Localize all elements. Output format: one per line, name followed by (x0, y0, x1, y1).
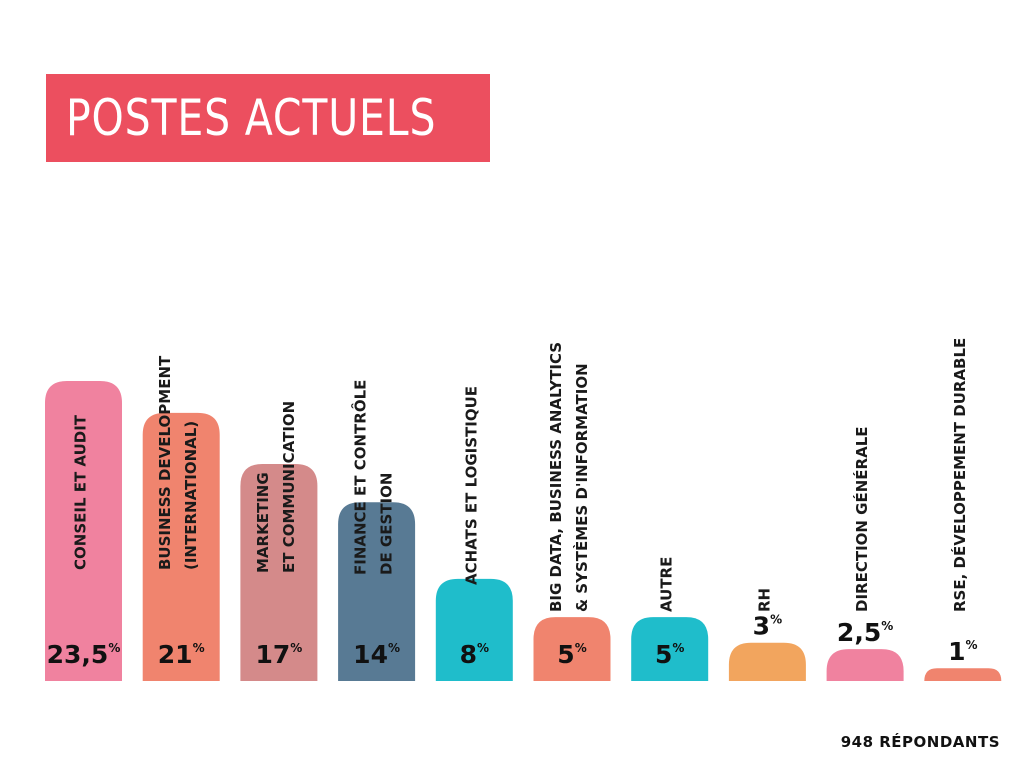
category-label: AUTRE (658, 557, 676, 612)
category-label: DIRECTION GÉNÉRALE (852, 426, 871, 612)
category-label: ACHATS ET LOGISTIQUE (462, 386, 480, 585)
category-label: ET COMMUNICATION (280, 401, 298, 573)
value-label: 2,5% (837, 618, 893, 647)
category-label: MARKETING (254, 472, 272, 573)
category-label: DE GESTION (378, 473, 396, 575)
value-label: 23,5% (47, 640, 121, 669)
category-label: (INTERNATIONAL) (182, 421, 200, 570)
category-label: CONSEIL ET AUDIT (72, 414, 90, 570)
bar (338, 502, 416, 681)
bar (435, 578, 513, 681)
category-label: BUSINESS DEVELOPMENT (156, 355, 174, 570)
category-label: FINANCE ET CONTRÔLE (351, 380, 370, 575)
respondents-count: 948 RÉPONDANTS (840, 733, 1000, 751)
bar (728, 642, 806, 681)
bar (631, 617, 709, 681)
bar (826, 649, 904, 681)
bar (533, 617, 611, 681)
value-label: 14% (353, 640, 400, 669)
bar (142, 412, 220, 681)
bar (924, 668, 1002, 681)
title-banner: POSTES ACTUELS (46, 74, 490, 162)
value-label: 5% (557, 640, 586, 669)
category-label: & SYSTÈMES D'INFORMATION (572, 363, 591, 612)
value-label: 5% (655, 640, 684, 669)
category-label: BIG DATA, BUSINESS ANALYTICS (547, 342, 565, 612)
value-label: 1% (948, 637, 977, 666)
bar (240, 463, 318, 681)
value-label: 21% (158, 640, 205, 669)
value-label: 17% (255, 640, 302, 669)
category-label: RH (755, 588, 773, 612)
value-label: 3% (753, 612, 782, 641)
category-label: RSE, DÉVELOPPEMENT DURABLE (950, 338, 969, 612)
value-label: 8% (460, 640, 489, 669)
page-title: POSTES ACTUELS (66, 89, 437, 147)
bar (45, 381, 122, 681)
